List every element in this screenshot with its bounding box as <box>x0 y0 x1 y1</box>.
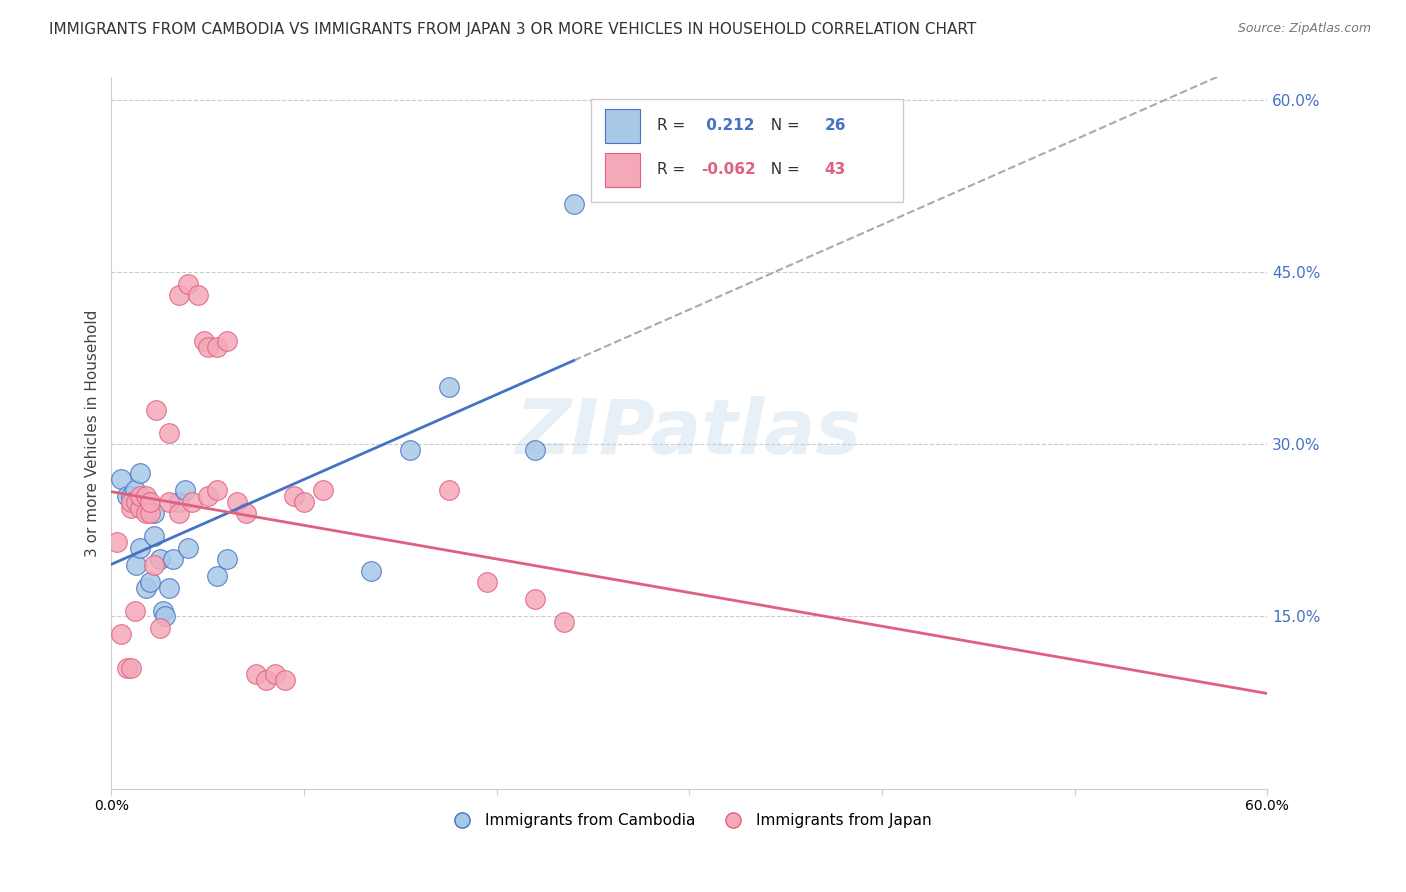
Point <box>120 661 142 675</box>
Point <box>283 489 305 503</box>
Point <box>139 495 162 509</box>
Point <box>162 552 184 566</box>
Y-axis label: 3 or more Vehicles in Household: 3 or more Vehicles in Household <box>86 310 100 557</box>
Point <box>553 615 575 630</box>
Point <box>437 483 460 498</box>
Point <box>129 489 152 503</box>
Point <box>142 558 165 572</box>
Point <box>245 666 267 681</box>
Point <box>235 506 257 520</box>
Point <box>215 552 238 566</box>
Point <box>139 506 162 520</box>
Point <box>135 581 157 595</box>
Point <box>129 500 152 515</box>
Point <box>437 380 460 394</box>
Point <box>157 581 180 595</box>
Point <box>475 575 498 590</box>
Text: IMMIGRANTS FROM CAMBODIA VS IMMIGRANTS FROM JAPAN 3 OR MORE VEHICLES IN HOUSEHOL: IMMIGRANTS FROM CAMBODIA VS IMMIGRANTS F… <box>49 22 976 37</box>
Point <box>360 564 382 578</box>
Point <box>120 500 142 515</box>
Point <box>124 483 146 498</box>
Point <box>225 495 247 509</box>
Point <box>157 425 180 440</box>
Point <box>155 609 177 624</box>
Point <box>115 661 138 675</box>
Point <box>215 334 238 349</box>
Point <box>167 288 190 302</box>
Point <box>120 489 142 503</box>
Point <box>187 288 209 302</box>
Point <box>274 673 297 687</box>
Point <box>197 489 219 503</box>
Point <box>152 604 174 618</box>
Point <box>264 666 287 681</box>
Point <box>148 621 170 635</box>
Point <box>399 443 422 458</box>
Text: ZIPatlas: ZIPatlas <box>516 396 862 470</box>
Text: Source: ZipAtlas.com: Source: ZipAtlas.com <box>1237 22 1371 36</box>
Point <box>254 673 277 687</box>
Text: N =: N = <box>761 162 804 178</box>
FancyBboxPatch shape <box>605 153 640 187</box>
Text: R =: R = <box>657 162 690 178</box>
Point <box>115 489 138 503</box>
Point <box>129 466 152 480</box>
Text: 0.212: 0.212 <box>702 119 755 133</box>
Point <box>124 604 146 618</box>
Legend: Immigrants from Cambodia, Immigrants from Japan: Immigrants from Cambodia, Immigrants fro… <box>440 807 938 834</box>
Point <box>125 558 148 572</box>
Point <box>173 483 195 498</box>
Point <box>292 495 315 509</box>
FancyBboxPatch shape <box>605 109 640 143</box>
Point <box>129 541 152 555</box>
Point <box>110 626 132 640</box>
Point <box>148 552 170 566</box>
Point <box>142 506 165 520</box>
Point <box>110 472 132 486</box>
Text: N =: N = <box>761 119 804 133</box>
Text: 43: 43 <box>824 162 846 178</box>
Point <box>139 575 162 590</box>
Point <box>193 334 215 349</box>
Point <box>145 403 167 417</box>
Point <box>177 277 200 291</box>
Text: R =: R = <box>657 119 690 133</box>
Point <box>135 489 157 503</box>
Point <box>312 483 335 498</box>
Point <box>524 443 547 458</box>
Point <box>167 495 190 509</box>
Point <box>207 483 229 498</box>
Point <box>177 541 200 555</box>
Point <box>562 196 585 211</box>
FancyBboxPatch shape <box>591 99 903 202</box>
Point <box>125 495 148 509</box>
Point <box>157 495 180 509</box>
Point <box>135 506 157 520</box>
Point <box>524 592 547 607</box>
Point <box>207 340 229 354</box>
Point <box>167 506 190 520</box>
Point <box>120 495 142 509</box>
Point <box>142 529 165 543</box>
Point <box>197 340 219 354</box>
Point <box>181 495 204 509</box>
Text: 26: 26 <box>824 119 846 133</box>
Text: -0.062: -0.062 <box>702 162 755 178</box>
Point <box>207 569 229 583</box>
Point <box>105 535 128 549</box>
